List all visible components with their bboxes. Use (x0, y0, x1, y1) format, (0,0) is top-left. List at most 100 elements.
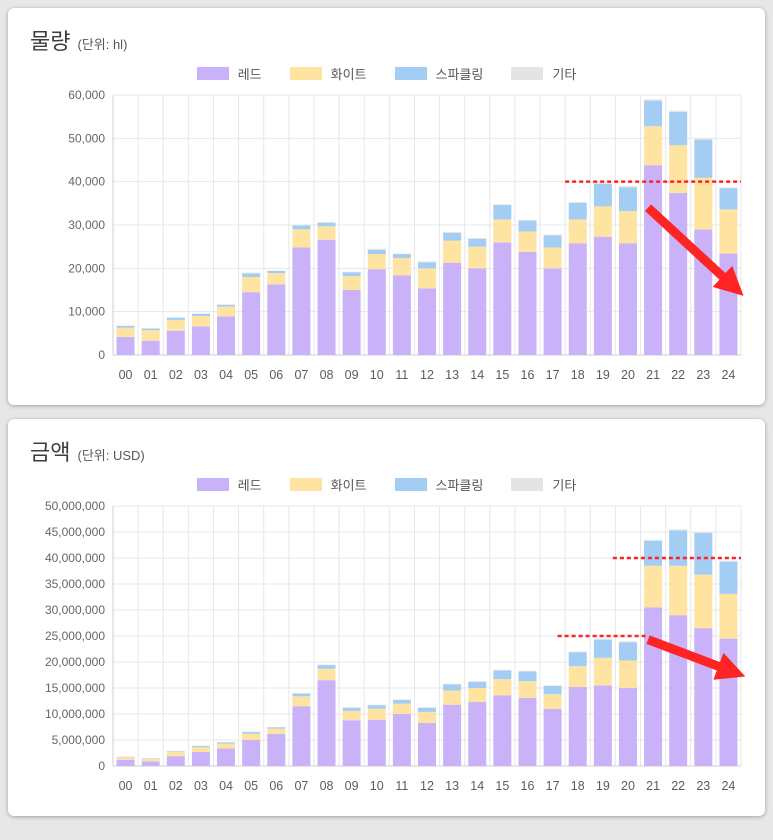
bar-segment-기타 (191, 313, 210, 314)
bar-segment-기타 (593, 182, 612, 184)
bar-segment-기타 (116, 756, 135, 758)
axis-tick-labels: 0 10,000 20,000 30,000 40,000 50,000 60,000 00 0… (68, 88, 735, 382)
legend-swatch (289, 67, 322, 80)
x-tick-label: 20 (621, 779, 635, 793)
y-tick-label: 25,000,000 (45, 629, 105, 643)
x-tick-label: 11 (395, 368, 408, 382)
bar-segment-화이트 (267, 728, 286, 734)
bar-segment-화이트 (217, 743, 236, 749)
bar-segment-화이트 (694, 574, 713, 629)
bar-segment-기타 (367, 248, 386, 250)
bar-segment-레드 (392, 275, 411, 355)
bar-segment-화이트 (669, 145, 688, 193)
trend-arrow (646, 635, 746, 680)
x-tick-label: 12 (420, 368, 434, 382)
legend-label: 기타 (552, 478, 577, 493)
x-tick-label: 20 (621, 368, 635, 382)
bar-segment-스파클링 (342, 272, 361, 277)
gridlines (112, 94, 742, 356)
bar-segment-기타 (493, 204, 512, 206)
bar-segment-스파클링 (719, 188, 738, 210)
legend-item-volume-1[interactable]: 화이트 (289, 64, 367, 83)
bar-segment-기타 (518, 670, 537, 672)
legend-item-amount-3[interactable]: 기타 (511, 475, 576, 494)
bar-segment-기타 (443, 683, 462, 685)
legend-item-amount-2[interactable]: 스파클링 (394, 475, 483, 494)
legend-label: 화이트 (330, 67, 367, 82)
bar-segment-화이트 (669, 565, 688, 616)
x-tick-label: 10 (370, 368, 384, 382)
x-tick-label: 06 (269, 779, 283, 793)
bar-segment-스파클링 (166, 751, 185, 752)
bar-segment-기타 (292, 225, 311, 226)
x-tick-label: 08 (320, 368, 334, 382)
bar-segment-레드 (116, 336, 135, 355)
bar-segment-기타 (543, 685, 562, 686)
bar-segment-레드 (367, 719, 386, 766)
bar-segment-레드 (392, 714, 411, 766)
legend-item-volume-2[interactable]: 스파클링 (394, 64, 484, 83)
bar-segment-화이트 (217, 306, 236, 317)
bar-segment-기타 (468, 681, 487, 682)
bar-segment-화이트 (568, 219, 587, 244)
bar-segment-기타 (317, 664, 336, 666)
bar-segment-화이트 (267, 273, 286, 285)
legend-item-volume-3[interactable]: 기타 (511, 64, 576, 83)
bar-segment-스파클링 (317, 222, 336, 227)
bar-segment-레드 (568, 243, 587, 355)
bar-segment-스파클링 (468, 238, 487, 247)
legend-swatch (196, 478, 229, 491)
y-tick-label: 20,000,000 (45, 655, 105, 669)
legend-swatch (394, 478, 427, 491)
x-tick-label: 04 (219, 368, 233, 382)
bar-segment-기타 (719, 187, 738, 189)
bar-segment-스파클링 (141, 328, 160, 331)
x-tick-label: 13 (445, 779, 459, 793)
bar-segment-레드 (493, 242, 512, 355)
y-tick-label: 20,000 (68, 261, 105, 275)
legend-swatch (196, 67, 229, 80)
x-tick-label: 13 (445, 368, 459, 382)
bar-segment-레드 (367, 269, 386, 355)
x-tick-label: 05 (244, 779, 258, 793)
bar-segment-스파클링 (593, 639, 612, 658)
x-tick-label: 02 (169, 368, 183, 382)
legend-item-amount-0[interactable]: 레드 (196, 475, 262, 494)
bar-segment-스파클링 (116, 325, 135, 328)
legend-item-amount-1[interactable]: 화이트 (289, 475, 367, 494)
bar-segment-화이트 (468, 688, 487, 703)
volume-chart-card: 물량 (단위: hl) 레드 화이트 스파클링 기타 0 10,000 20,000 30,… (8, 8, 765, 405)
bar-segment-화이트 (468, 246, 487, 269)
bar-segment-화이트 (518, 231, 537, 252)
x-tick-label: 00 (119, 779, 133, 793)
x-tick-label: 03 (194, 779, 208, 793)
bar-segment-스파클링 (191, 313, 210, 316)
bar-segment-기타 (468, 238, 487, 239)
legend-swatch (511, 478, 544, 491)
bar-segment-기타 (166, 750, 185, 752)
bar-segment-스파클링 (242, 731, 261, 734)
x-tick-label: 21 (646, 368, 660, 382)
bar-segment-화이트 (593, 657, 612, 686)
bar-segment-레드 (217, 316, 236, 355)
x-tick-label: 24 (721, 779, 735, 793)
bar-segment-화이트 (593, 206, 612, 237)
bar-segment-기타 (392, 699, 411, 700)
bar-segment-기타 (644, 99, 663, 101)
x-tick-label: 09 (345, 368, 359, 382)
bar-segment-화이트 (418, 268, 436, 289)
bar-segment-레드 (719, 638, 738, 766)
bar-segment-화이트 (493, 219, 512, 243)
legend-label: 스파클링 (435, 67, 484, 82)
bar-segment-레드 (141, 761, 160, 766)
bar-segment-레드 (116, 759, 135, 766)
bar-segment-기타 (694, 138, 713, 140)
bar-segment-스파클링 (392, 699, 411, 704)
legend-item-volume-0[interactable]: 레드 (196, 64, 262, 83)
x-tick-label: 06 (269, 368, 283, 382)
bar-segment-레드 (418, 288, 436, 355)
bar-segment-기타 (618, 641, 637, 643)
y-tick-label: 0 (98, 348, 105, 362)
bar-segment-레드 (166, 756, 185, 766)
bar-segment-화이트 (644, 565, 663, 608)
